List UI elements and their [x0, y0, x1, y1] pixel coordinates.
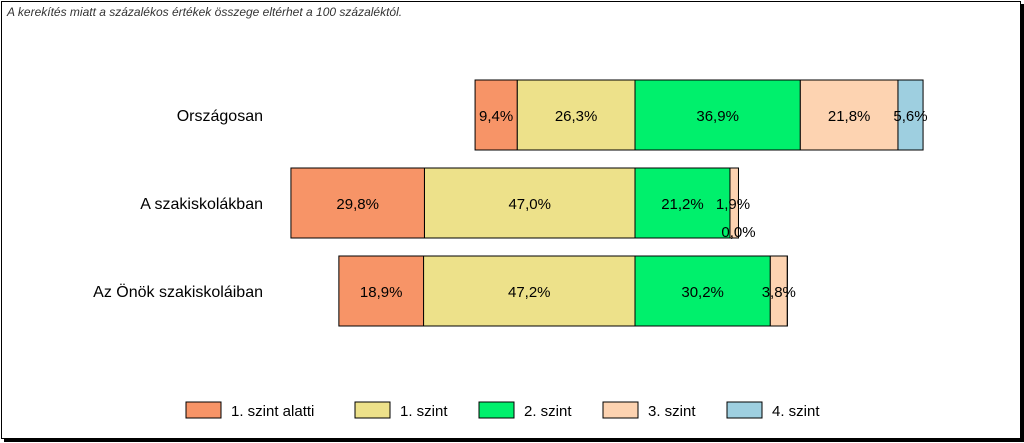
data-label: 21,2%	[661, 196, 704, 213]
data-label: 5,6%	[893, 108, 927, 125]
bar-segment	[799, 79, 899, 151]
bar-segment	[897, 79, 924, 151]
data-label: 47,0%	[508, 196, 551, 213]
data-label: 21,8%	[828, 108, 871, 125]
bar-segment	[290, 167, 425, 239]
legend-swatch	[478, 401, 515, 419]
legend-label: 4. szint	[772, 403, 820, 420]
bar-segment	[516, 79, 636, 151]
category-label: Országosan	[177, 108, 263, 125]
data-label: 26,3%	[555, 108, 598, 125]
data-label: 1,9%	[716, 196, 750, 213]
legend-label: 2. szint	[524, 403, 572, 420]
legend-swatch	[185, 401, 222, 419]
bar-segment	[423, 167, 636, 239]
bar-segment	[338, 255, 425, 327]
data-label: 0,0%	[721, 224, 755, 241]
data-label: 3,8%	[762, 284, 796, 301]
category-label: Az Önök szakiskoláiban	[93, 283, 263, 301]
bar-segment	[423, 255, 636, 327]
data-label: 47,2%	[508, 284, 551, 301]
data-label: 36,9%	[696, 108, 739, 125]
legend-swatch	[726, 401, 763, 419]
data-label: 18,9%	[360, 284, 403, 301]
data-label: 29,8%	[336, 196, 379, 213]
bar-segment	[474, 79, 518, 151]
rounding-note: A kerekítés miatt a százalékos értékek ö…	[7, 5, 403, 19]
legend-label: 3. szint	[648, 403, 696, 420]
bar-segment	[634, 79, 801, 151]
category-label: A szakiskolákban	[140, 196, 263, 213]
data-label: 30,2%	[681, 284, 724, 301]
legend-label: 1. szint	[400, 403, 448, 420]
data-label: 9,4%	[479, 108, 513, 125]
bar-segment	[634, 167, 731, 239]
legend-swatch	[602, 401, 639, 419]
legend-label: 1. szint alatti	[231, 403, 314, 420]
legend-swatch	[354, 401, 391, 419]
